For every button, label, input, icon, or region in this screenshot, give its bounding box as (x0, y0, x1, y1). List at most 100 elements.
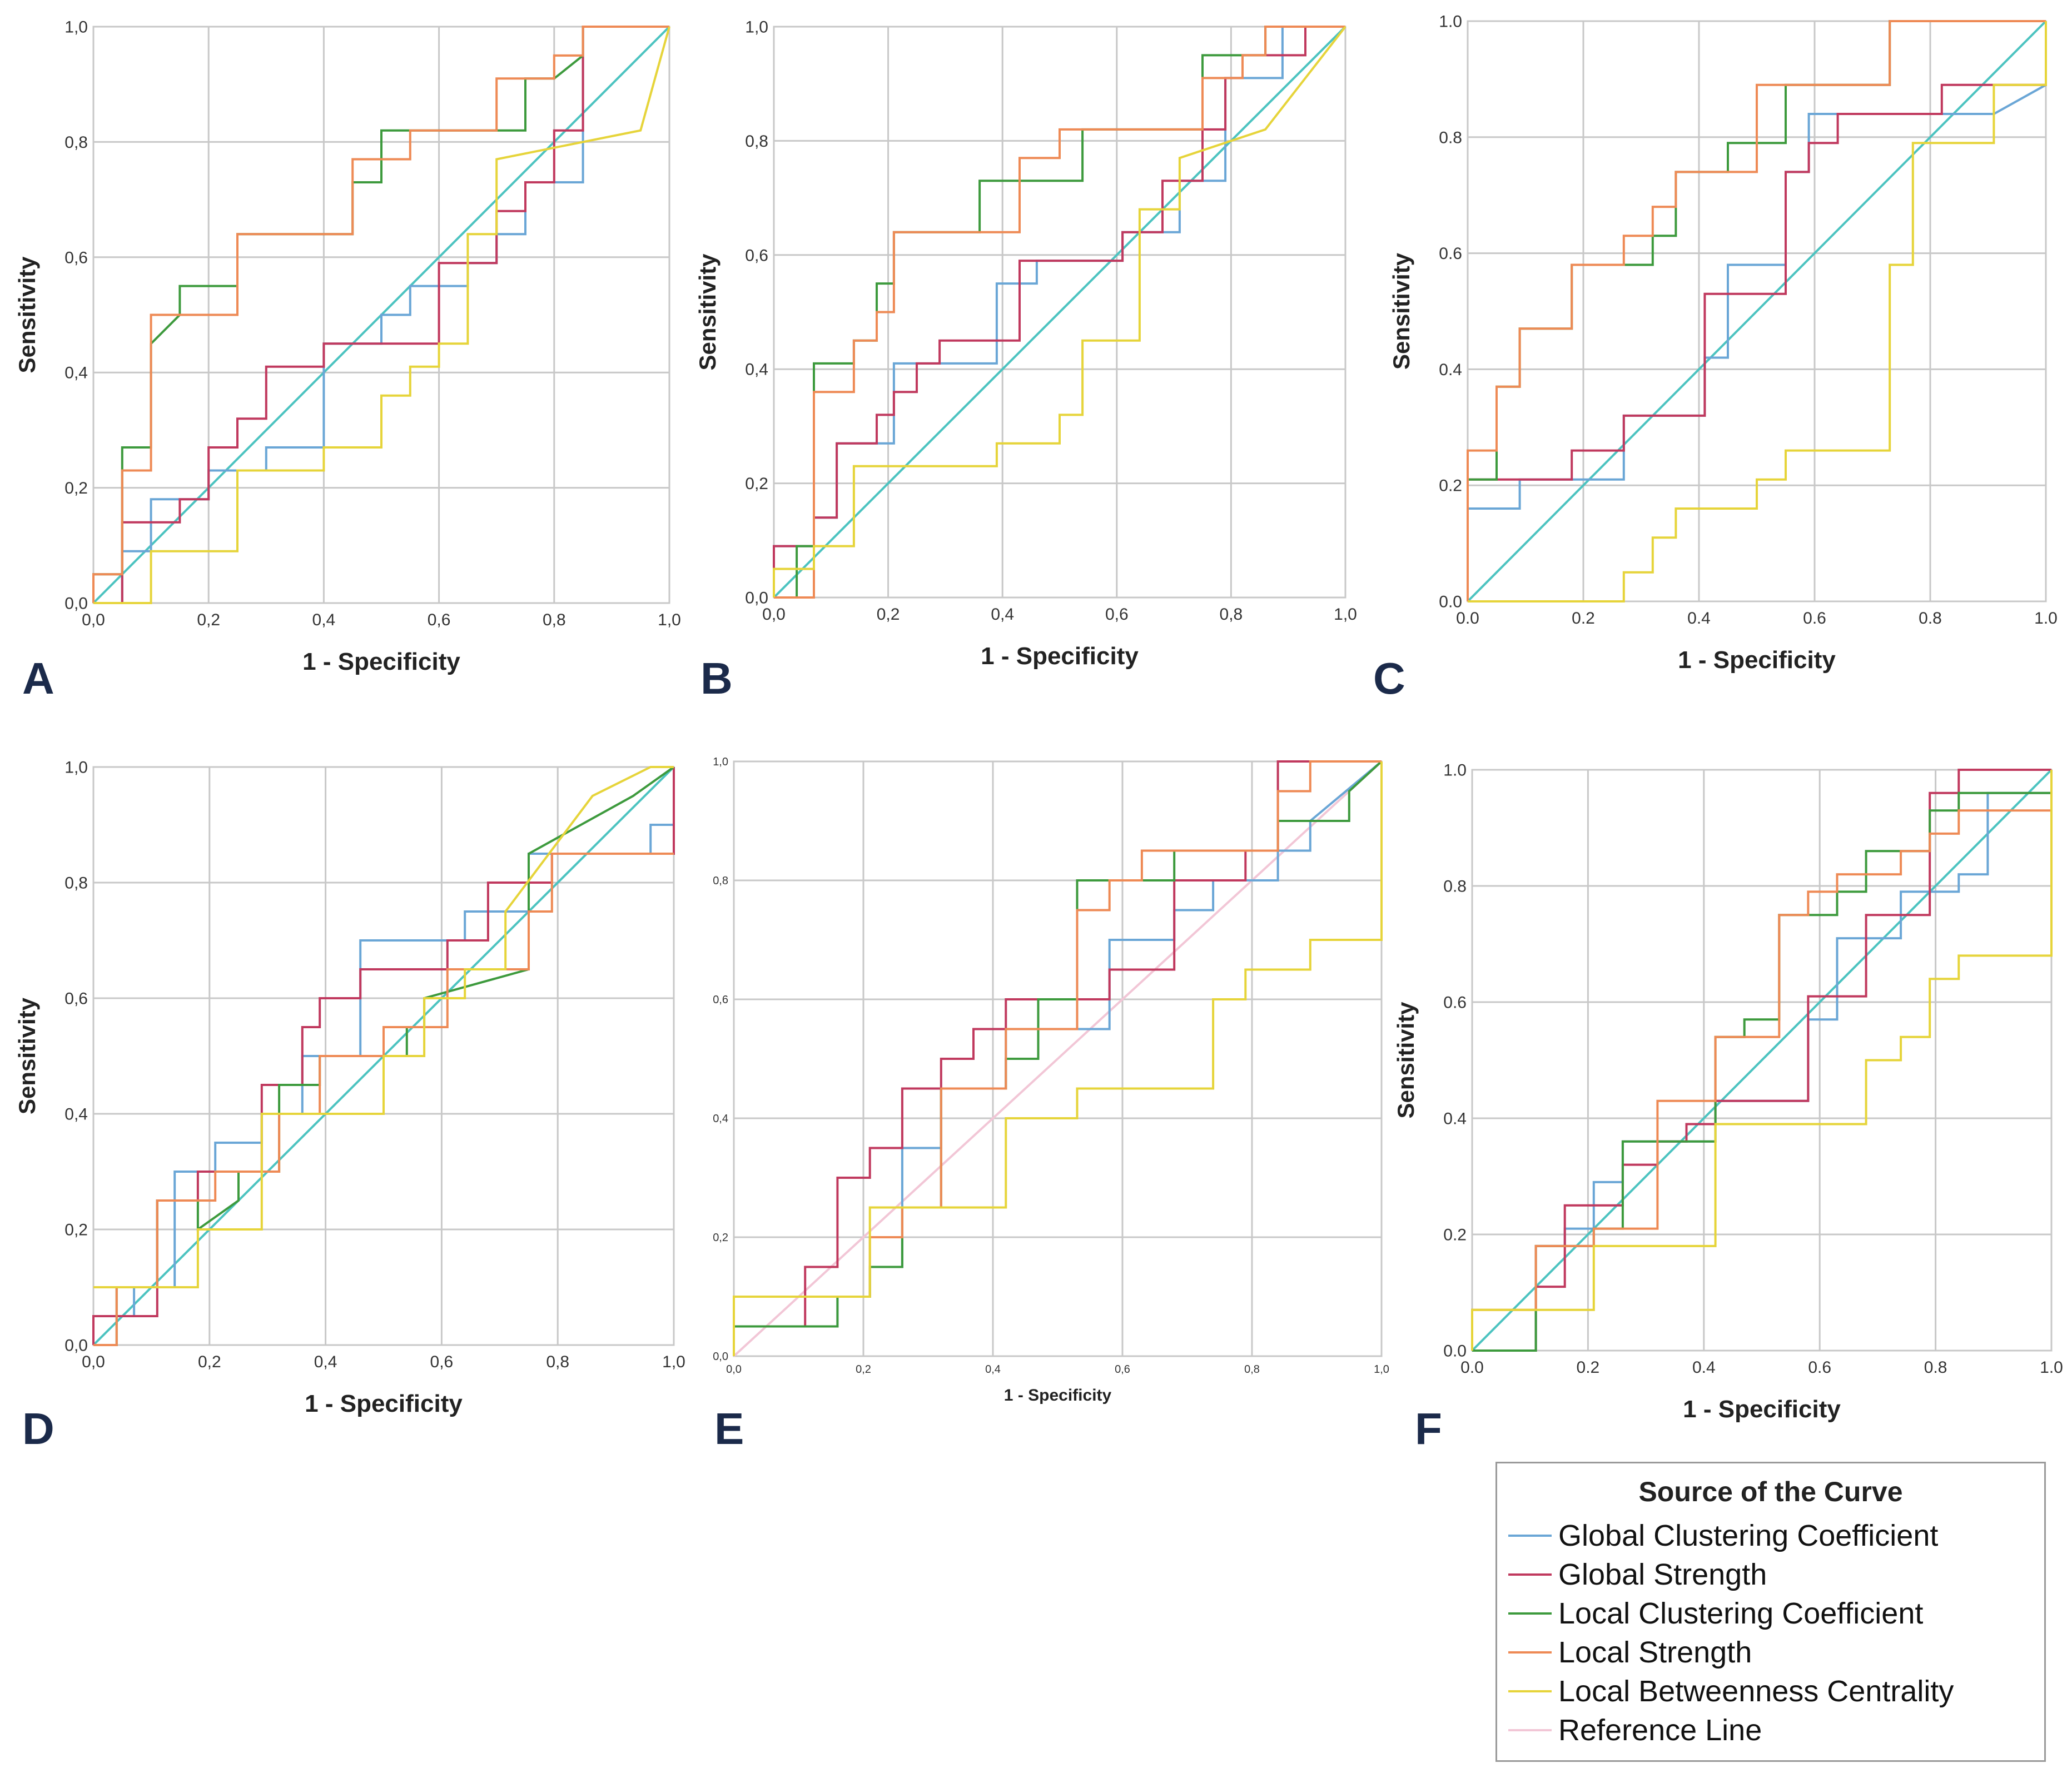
y-tick-label: 0,6 (745, 246, 768, 265)
x-tick-label: 0,0 (726, 1363, 742, 1376)
x-tick-label: 0,0 (82, 611, 105, 629)
y-tick-label: 1.0 (1439, 13, 1462, 31)
y-tick-label: 0,0 (64, 1337, 88, 1355)
x-tick-label: 0,2 (877, 605, 900, 624)
panel-c: 0.0 0.2 0.4 0.6 0.8 1.0 0.0 0.2 0.4 0.6 0.8 1.0 1 - … (1373, 13, 2058, 704)
y-tick-label: 0,6 (64, 990, 88, 1008)
roc-curve-global-strength (93, 26, 669, 604)
legend-label: Local Clustering Coefficient (1558, 1597, 1924, 1630)
y-tick-label: 0,8 (713, 875, 728, 887)
legend-box: Source of the Curve Global Clustering Co… (1495, 1462, 2046, 1762)
x-tick-label: 0,4 (314, 1353, 337, 1371)
legend-label: Reference Line (1558, 1714, 1762, 1747)
panel-label: E (714, 1404, 744, 1453)
legend-entry: Local Strength (1508, 1636, 1752, 1669)
y-tick-label: 0.6 (1439, 245, 1462, 263)
legend-swatch (1508, 1573, 1552, 1576)
x-tick-label: 0,4 (991, 605, 1014, 624)
x-axis-title: 1 - Specificity (1678, 646, 1836, 674)
panel-label: D (22, 1404, 54, 1453)
x-tick-label: 0,6 (1115, 1363, 1130, 1376)
legend-title: Source of the Curve (1638, 1476, 1903, 1507)
roc-curve-global-strength (1467, 21, 2047, 601)
x-axis-title: 1 - Specificity (1004, 1386, 1112, 1405)
x-axis-title: 1 - Specificity (1683, 1396, 1841, 1423)
x-tick-label: 0,2 (198, 1353, 221, 1371)
x-tick-label: 1,0 (658, 611, 681, 629)
x-tick-label: 1,0 (1374, 1363, 1389, 1376)
legend-label: Global Strength (1558, 1558, 1767, 1591)
x-tick-label: 0.6 (1808, 1358, 1831, 1377)
x-tick-label: 0,0 (82, 1353, 105, 1371)
legend-label: Local Betweenness Centrality (1558, 1675, 1954, 1708)
legend-swatch (1508, 1651, 1552, 1654)
y-tick-label: 0,4 (745, 361, 768, 379)
y-tick-label: 0.6 (1443, 994, 1467, 1012)
panel-label: B (700, 654, 733, 703)
reference-line (1471, 769, 2053, 1352)
legend-swatch (1508, 1729, 1552, 1731)
panel-label: A (22, 654, 54, 703)
roc-curve-local-betweenness-centrality (773, 26, 1346, 597)
panel-e: 0,0 0,2 0,4 0,6 0,8 1,0 0,0 0,2 0,4 0,6 0,8 1,0 1 - … (713, 756, 1389, 1453)
x-tick-label: 0.4 (1687, 609, 1711, 627)
x-axis-title: 1 - Specificity (981, 643, 1139, 670)
legend-swatch (1508, 1690, 1552, 1692)
y-tick-label: 0,0 (745, 589, 768, 607)
x-tick-label: 0.0 (1456, 609, 1479, 627)
reference-line (773, 26, 1346, 599)
y-axis-title: Sensitivity (1393, 1002, 1419, 1119)
x-tick-label: 0,8 (543, 611, 566, 629)
y-tick-label: 0.4 (1439, 361, 1462, 379)
x-tick-label: 0,6 (430, 1353, 454, 1371)
y-tick-label: 1.0 (1443, 761, 1467, 780)
x-tick-label: 0,4 (985, 1363, 1001, 1376)
y-tick-label: 0.0 (1439, 593, 1462, 611)
y-tick-label: 0,6 (713, 994, 728, 1006)
x-tick-label: 0,2 (197, 611, 220, 629)
y-tick-label: 1,0 (64, 759, 88, 777)
roc-curve-local-betweenness-centrality (1471, 770, 2053, 1351)
y-tick-label: 0,8 (64, 874, 88, 893)
y-tick-label: 0.8 (1439, 128, 1462, 147)
y-tick-label: 1,0 (64, 18, 88, 37)
roc-curve-local-strength (1467, 20, 2046, 601)
roc-curve-local-betweenness-centrality (733, 761, 1383, 1356)
x-axis-title: 1 - Specificity (305, 1390, 463, 1417)
panel-label: F (1415, 1404, 1442, 1453)
x-tick-label: 0,6 (428, 611, 451, 629)
panel-d: 0,0 0,2 0,4 0,6 0,8 1,0 0,0 0,2 0,4 0,6 0,8 1,0 1 - … (14, 759, 685, 1454)
panel-label: C (1373, 654, 1405, 703)
x-axis-title: 1 - Specificity (302, 648, 460, 675)
x-tick-label: 0,2 (856, 1363, 871, 1376)
x-tick-label: 0.4 (1692, 1358, 1716, 1377)
y-tick-label: 1,0 (745, 18, 768, 37)
x-tick-label: 0.8 (1924, 1358, 1947, 1377)
roc-curve-local-strength (93, 853, 674, 1346)
y-tick-label: 0,0 (713, 1351, 728, 1363)
legend-entry: Local Betweenness Centrality (1508, 1675, 1954, 1708)
x-tick-label: 0.2 (1572, 609, 1595, 627)
y-tick-label: 0,4 (64, 364, 88, 382)
y-tick-label: 0,2 (64, 479, 88, 497)
x-tick-label: 1,0 (1334, 605, 1357, 624)
y-tick-label: 0.4 (1443, 1110, 1467, 1128)
roc-curve-local-strength (774, 26, 1345, 599)
y-tick-label: 0,2 (713, 1232, 728, 1244)
y-axis-title: Sensitivity (14, 997, 40, 1114)
y-tick-label: 0,4 (64, 1105, 88, 1124)
x-tick-label: 0,6 (1105, 605, 1129, 624)
x-tick-label: 0.6 (1803, 609, 1826, 627)
y-tick-label: 0,6 (64, 248, 88, 267)
x-tick-label: 0,8 (546, 1353, 569, 1371)
y-axis-title: Sensitivity (1388, 252, 1414, 370)
roc-curve-local-betweenness-centrality (1468, 21, 2047, 602)
roc-curve-local-betweenness-centrality (93, 26, 670, 604)
y-axis-title: Sensitivity (694, 253, 721, 371)
y-tick-label: 0,2 (745, 475, 768, 493)
reference-line (1467, 20, 2047, 602)
x-tick-label: 0,8 (1220, 605, 1243, 624)
panel-f: 0.0 0.2 0.4 0.6 0.8 1.0 0.0 0.2 0.4 0.6 0.8 1.0 1 - … (1393, 761, 2063, 1454)
legend-swatch (1508, 1612, 1552, 1615)
